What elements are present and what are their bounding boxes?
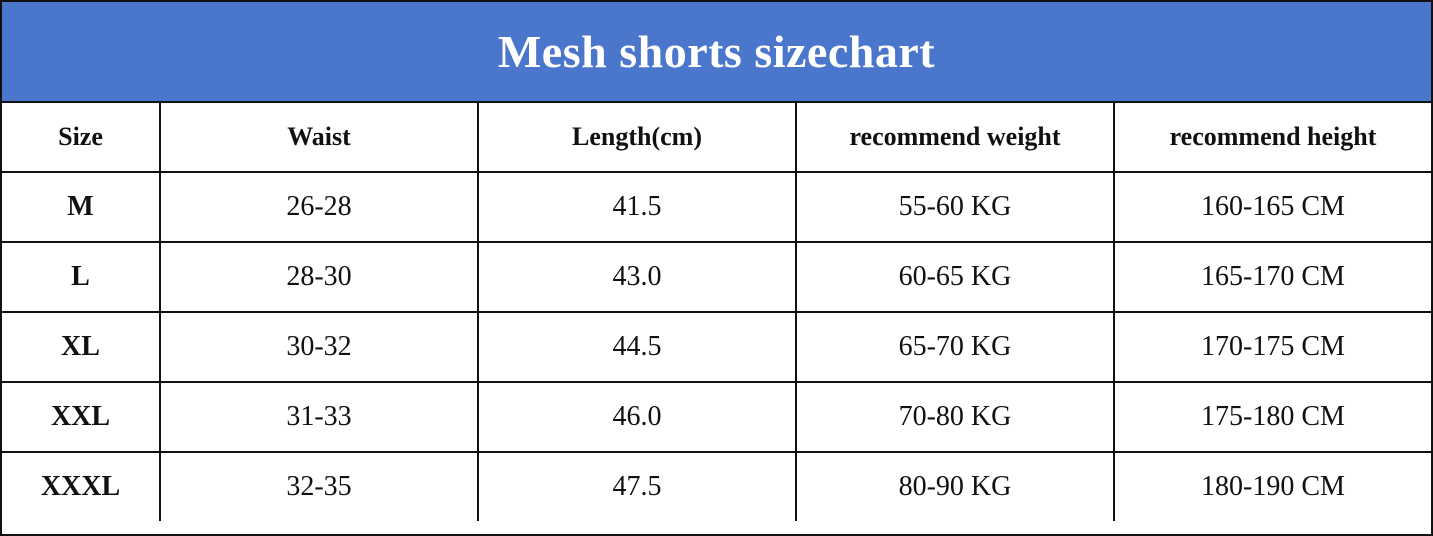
table-cell: XL xyxy=(2,311,161,383)
column-header: recommend weight xyxy=(795,103,1115,173)
table-cell: 80-90 KG xyxy=(795,451,1115,521)
title-bar: Mesh shorts sizechart xyxy=(2,2,1431,103)
table-cell: 44.5 xyxy=(477,311,797,383)
table-row: XXL 31-33 46.0 70-80 KG 175-180 CM xyxy=(2,381,1431,453)
title: Mesh shorts sizechart xyxy=(497,26,936,77)
table-cell: 180-190 CM xyxy=(1113,451,1431,521)
column-header: recommend height xyxy=(1113,103,1431,173)
table-cell: 55-60 KG xyxy=(795,171,1115,243)
table-cell: 165-170 CM xyxy=(1113,241,1431,313)
table-cell: 160-165 CM xyxy=(1113,171,1431,243)
table-cell: 70-80 KG xyxy=(795,381,1115,453)
table-row: L 28-30 43.0 60-65 KG 165-170 CM xyxy=(2,241,1431,313)
table-cell: 65-70 KG xyxy=(795,311,1115,383)
table-cell: 170-175 CM xyxy=(1113,311,1431,383)
column-header: Size xyxy=(2,103,161,173)
table-cell: 46.0 xyxy=(477,381,797,453)
column-header: Waist xyxy=(159,103,479,173)
table-cell: 28-30 xyxy=(159,241,479,313)
table-cell: 32-35 xyxy=(159,451,479,521)
table-cell: 47.5 xyxy=(477,451,797,521)
table-cell: 26-28 xyxy=(159,171,479,243)
table-cell: XXXL xyxy=(2,451,161,521)
table-cell: 60-65 KG xyxy=(795,241,1115,313)
table-cell: 43.0 xyxy=(477,241,797,313)
table-row: XL 30-32 44.5 65-70 KG 170-175 CM xyxy=(2,311,1431,383)
table-cell: 41.5 xyxy=(477,171,797,243)
table-cell: 31-33 xyxy=(159,381,479,453)
table-row: M 26-28 41.5 55-60 KG 160-165 CM xyxy=(2,171,1431,243)
size-table: Size Waist Length(cm) recommend weight recom… xyxy=(2,103,1431,521)
table-cell: 30-32 xyxy=(159,311,479,383)
header-row: Size Waist Length(cm) recommend weight recom… xyxy=(2,103,1431,173)
table-row: XXXL 32-35 47.5 80-90 KG 180-190 CM xyxy=(2,451,1431,521)
table-cell: L xyxy=(2,241,161,313)
column-header: Length(cm) xyxy=(477,103,797,173)
table-cell: XXL xyxy=(2,381,161,453)
table-cell: 175-180 CM xyxy=(1113,381,1431,453)
table-cell: M xyxy=(2,171,161,243)
